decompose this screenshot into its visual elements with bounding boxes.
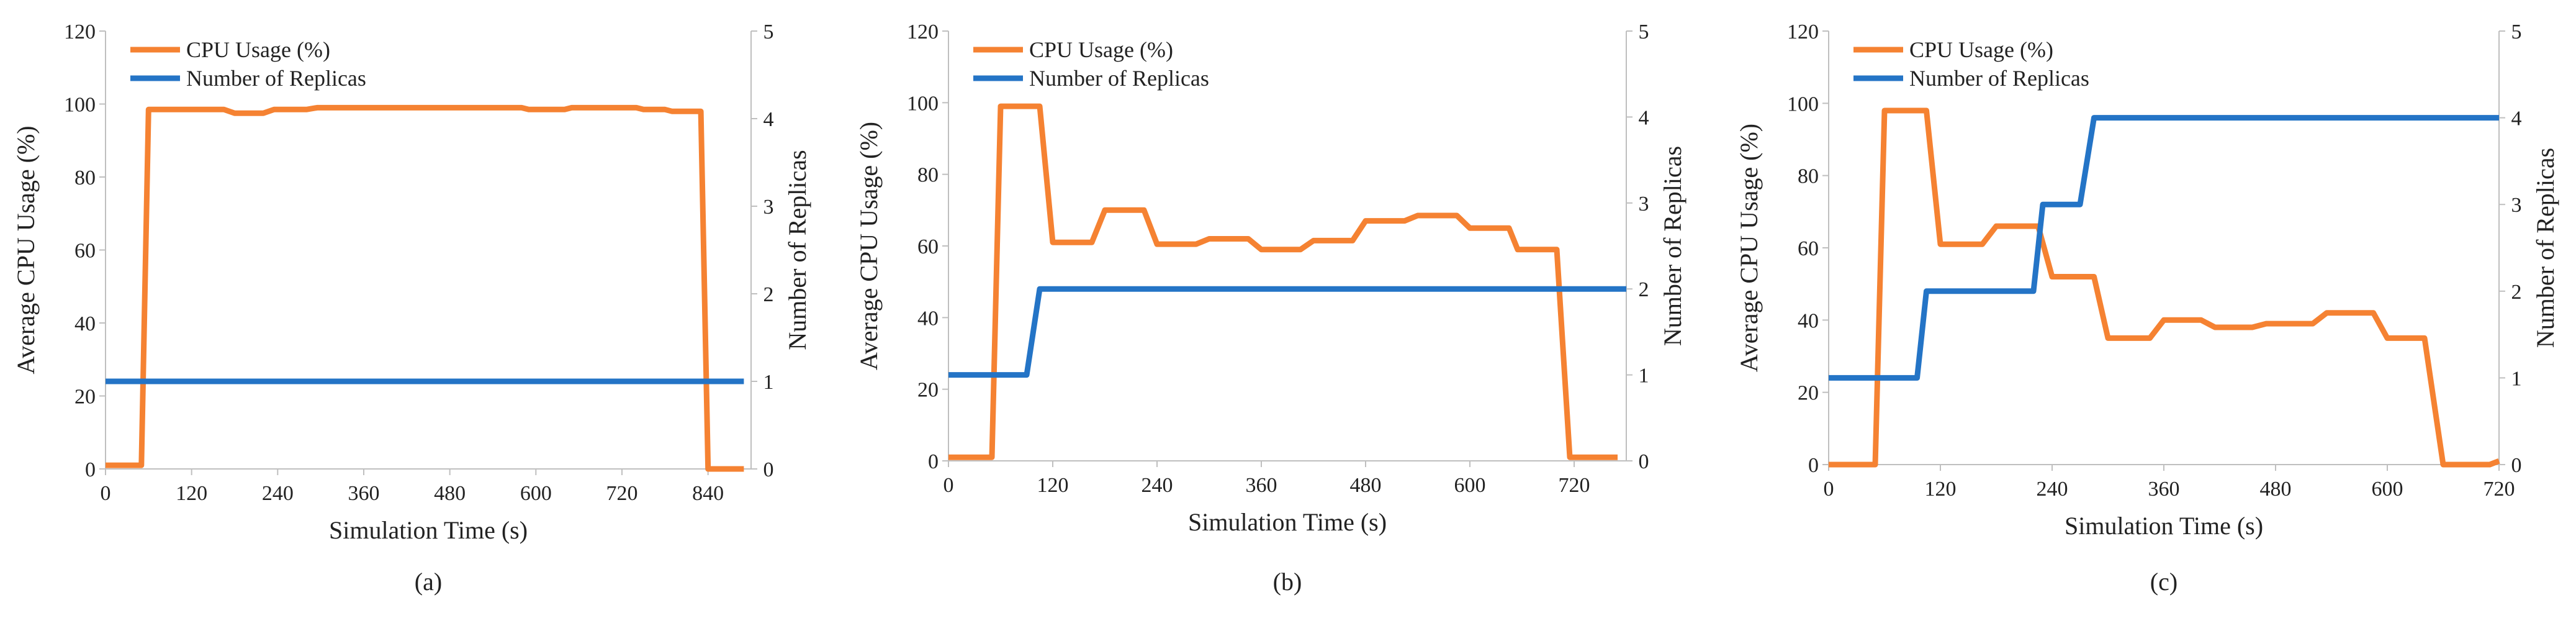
y-tick-label: 0 xyxy=(928,450,939,473)
y2-tick-label: 0 xyxy=(763,458,774,481)
x-tick-label: 720 xyxy=(606,482,638,505)
y-tick-label: 80 xyxy=(74,166,96,189)
y-axis-title: Average CPU Usage (%) xyxy=(855,122,883,370)
x-axis-title: Simulation Time (s) xyxy=(329,516,528,544)
legend-label-replicas: Number of Replicas xyxy=(1909,66,2089,91)
y2-axis-title: Number of Replicas xyxy=(783,150,811,350)
cpu-usage-line xyxy=(1829,107,2500,468)
y-tick-label: 60 xyxy=(1798,237,1819,260)
chart-panel-b: 0 20 40 60 80 100 120 0 1 2 3 4 5 0 120 240 360 480 600 720… xyxy=(855,20,1687,596)
y2-tick-label: 1 xyxy=(763,371,774,394)
panel-caption: (c) xyxy=(2150,568,2177,596)
y2-tick-label: 2 xyxy=(1639,278,1649,301)
y-tick-label: 40 xyxy=(74,312,96,335)
y-tick-label: 20 xyxy=(917,379,939,402)
y2-tick-label: 0 xyxy=(1639,450,1649,473)
x-tick-label: 120 xyxy=(176,482,207,505)
y2-tick-label: 5 xyxy=(2511,20,2522,43)
y2-tick-label: 3 xyxy=(763,196,774,219)
legend-label-cpu: CPU Usage (%) xyxy=(1909,37,2053,62)
x-axis-title: Simulation Time (s) xyxy=(1188,508,1387,536)
replicas-line xyxy=(1829,115,2499,381)
y-tick-label: 100 xyxy=(64,94,96,117)
chart-panel-c: 0 20 40 60 80 100 120 0 1 2 3 4 5 0 120 240 360 480 600 720… xyxy=(1735,20,2559,596)
x-tick-label: 840 xyxy=(692,482,724,505)
x-tick-label: 360 xyxy=(2148,478,2180,501)
y-tick-label: 20 xyxy=(74,386,96,409)
x-tick-label: 600 xyxy=(520,482,552,505)
x-tick-label: 600 xyxy=(1454,474,1486,497)
x-tick-label: 720 xyxy=(2484,478,2515,501)
y2-tick-label: 2 xyxy=(763,283,774,306)
x-tick-label: 720 xyxy=(1559,474,1590,497)
y2-tick-label: 1 xyxy=(1639,365,1649,388)
y-tick-label: 20 xyxy=(1798,382,1819,405)
legend-label-replicas: Number of Replicas xyxy=(186,66,366,91)
x-tick-label: 360 xyxy=(1246,474,1277,497)
y-tick-label: 40 xyxy=(1798,309,1819,332)
x-tick-label: 240 xyxy=(2037,478,2068,501)
legend-label-cpu: CPU Usage (%) xyxy=(186,37,330,62)
y2-axis-title: Number of Replicas xyxy=(2531,148,2559,348)
x-tick-label: 120 xyxy=(1037,474,1069,497)
x-tick-label: 480 xyxy=(434,482,466,505)
y2-tick-label: 5 xyxy=(763,20,774,43)
y2-tick-label: 1 xyxy=(2511,367,2522,390)
y2-tick-label: 2 xyxy=(2511,281,2522,304)
y2-tick-label: 4 xyxy=(1639,106,1649,129)
cpu-usage-line xyxy=(106,104,744,472)
legend-label-replicas: Number of Replicas xyxy=(1029,66,1209,91)
y-tick-label: 0 xyxy=(1808,454,1819,477)
y2-tick-label: 4 xyxy=(2511,107,2522,130)
y2-tick-label: 5 xyxy=(1639,20,1649,43)
y-tick-label: 120 xyxy=(64,20,96,43)
y-tick-label: 100 xyxy=(1787,93,1819,116)
y2-tick-label: 3 xyxy=(1639,193,1649,216)
x-tick-label: 600 xyxy=(2372,478,2403,501)
x-tick-label: 480 xyxy=(1350,474,1382,497)
legend-label-cpu: CPU Usage (%) xyxy=(1029,37,1173,62)
y2-tick-label: 0 xyxy=(2511,454,2522,477)
panel-caption: (b) xyxy=(1273,568,1302,596)
replicas-line xyxy=(948,286,1626,378)
x-tick-label: 360 xyxy=(348,482,380,505)
y-tick-label: 0 xyxy=(85,458,96,481)
y-tick-label: 120 xyxy=(1787,20,1819,43)
x-tick-label: 120 xyxy=(1925,478,1957,501)
x-tick-label: 480 xyxy=(2260,478,2292,501)
y-tick-label: 60 xyxy=(917,235,939,258)
panel-caption: (a) xyxy=(415,568,442,596)
cpu-usage-line xyxy=(948,103,1618,460)
y2-tick-label: 3 xyxy=(2511,194,2522,217)
x-tick-label: 0 xyxy=(101,482,111,505)
y-tick-label: 80 xyxy=(917,164,939,187)
y-axis-title: Average CPU Usage (%) xyxy=(1735,124,1763,372)
y-tick-label: 60 xyxy=(74,240,96,263)
y2-tick-label: 4 xyxy=(763,108,774,131)
y-tick-label: 80 xyxy=(1798,165,1819,188)
y-tick-label: 40 xyxy=(917,307,939,330)
x-tick-label: 0 xyxy=(1824,478,1834,501)
y-tick-label: 100 xyxy=(907,92,939,115)
x-tick-label: 0 xyxy=(943,474,954,497)
x-tick-label: 240 xyxy=(262,482,294,505)
chart-panel-a: 0 20 40 60 80 100 120 0 1 2 3 4 5 0 120 240 360 480 600 720… xyxy=(12,20,811,596)
x-axis-title: Simulation Time (s) xyxy=(2065,512,2263,540)
x-tick-label: 240 xyxy=(1142,474,1173,497)
y-tick-label: 120 xyxy=(907,20,939,43)
y-axis-title: Average CPU Usage (%) xyxy=(12,125,40,374)
y2-axis-title: Number of Replicas xyxy=(1659,146,1687,346)
